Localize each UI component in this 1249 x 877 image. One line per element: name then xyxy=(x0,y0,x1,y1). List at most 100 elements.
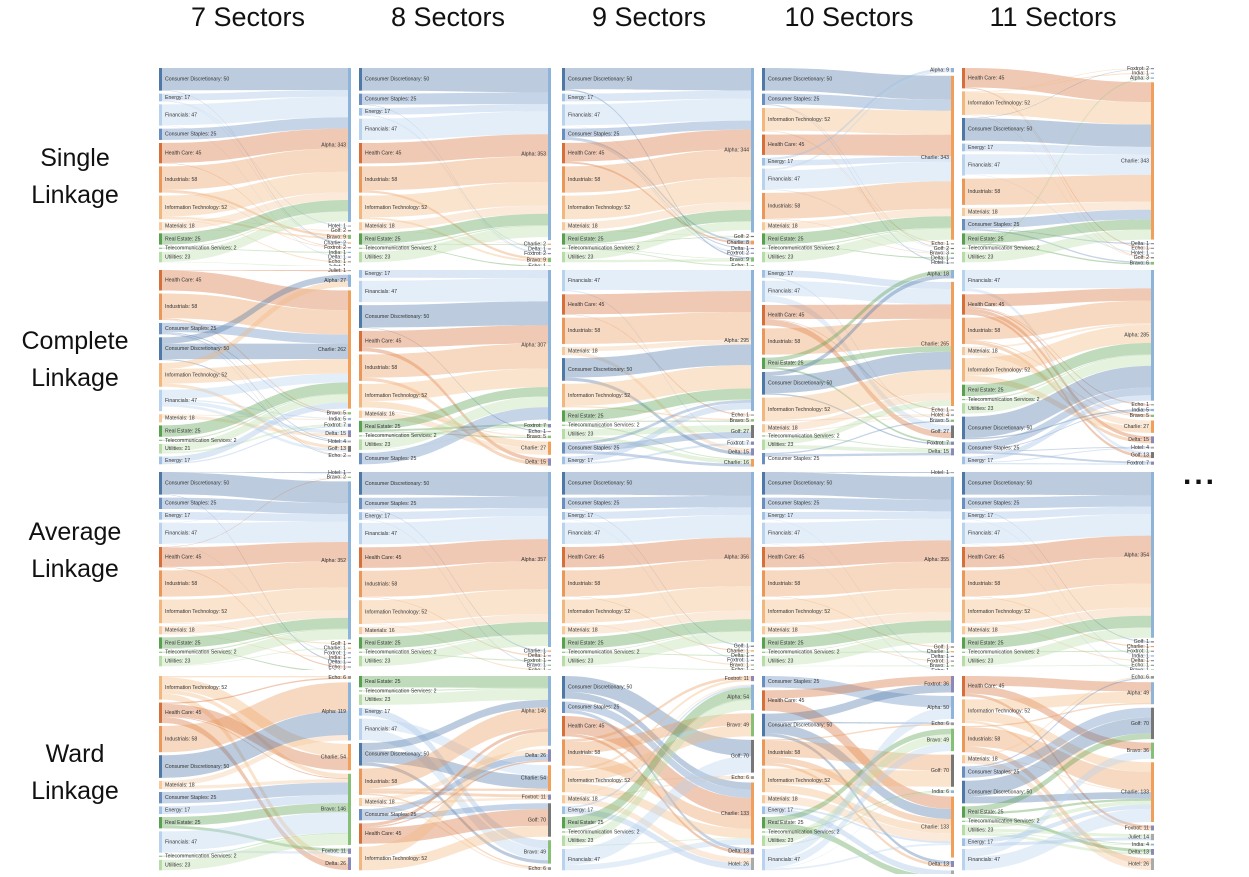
cluster-node xyxy=(348,481,351,640)
sankey-labels: Consumer Discretionary: 50 Energy: 17 Fina… xyxy=(568,77,749,266)
sankey-link xyxy=(965,535,1151,568)
sector-node xyxy=(762,452,765,465)
sankey-link xyxy=(965,365,1151,438)
sector-node xyxy=(962,497,965,509)
sector-node-label: Financials: 47 xyxy=(768,531,800,537)
sector-node xyxy=(562,104,565,126)
sector-node-label: Telecommunication Services: 2 xyxy=(568,829,640,835)
row-title-line-1: Ward xyxy=(45,740,105,768)
sankey-link xyxy=(965,174,1151,205)
sankey-link xyxy=(162,693,348,864)
cluster-node xyxy=(348,857,351,870)
sankey-link xyxy=(362,676,548,688)
cluster-node-label: Alpha: 307 xyxy=(521,343,546,349)
sankey-link xyxy=(362,115,548,255)
cluster-node xyxy=(348,773,351,845)
sector-node-label: Financials: 47 xyxy=(968,278,1000,284)
sector-node-label: Industrials: 58 xyxy=(568,177,600,183)
sector-node xyxy=(762,497,765,509)
sankey-nodes xyxy=(562,676,754,871)
sankey-nodes xyxy=(962,472,1154,670)
sankey-link xyxy=(765,351,951,394)
sankey-link xyxy=(765,216,951,245)
sankey-link xyxy=(765,280,951,305)
sankey-link xyxy=(362,750,548,789)
cluster-node-label: Charlie: 262 xyxy=(318,347,346,353)
sankey-diagram: Consumer Discretionary: 50 Energy: 17 Fina… xyxy=(159,68,351,266)
cluster-node xyxy=(1151,420,1154,433)
sector-node-label: Health Care: 45 xyxy=(968,302,1004,308)
cluster-node xyxy=(548,659,551,662)
sector-node xyxy=(562,701,565,713)
cluster-node-label: Bravo: 49 xyxy=(524,849,546,855)
cluster-node xyxy=(348,652,351,654)
cluster-node-label: Golf: 2 xyxy=(934,246,949,252)
sankey-labels: Energy: 17 Financials: 47 Health Care: 45 I… xyxy=(768,271,949,462)
cluster-node xyxy=(348,412,351,415)
cluster-node xyxy=(951,270,954,279)
sector-node xyxy=(762,304,765,326)
sankey-nodes xyxy=(159,68,351,266)
sankey-link xyxy=(565,519,751,661)
sankey-link xyxy=(965,495,1151,509)
cluster-node-label: Delta: 15 xyxy=(728,449,749,455)
sankey-link xyxy=(565,586,751,623)
sankey-link xyxy=(362,104,548,115)
sankey-link xyxy=(965,243,1151,265)
sankey-link xyxy=(765,707,951,861)
sector-node-label: Industrials: 58 xyxy=(768,339,800,345)
cluster-node xyxy=(951,425,954,439)
cluster-node-label: Delta: 15 xyxy=(325,431,346,437)
sankey-link xyxy=(162,677,348,758)
cluster-node xyxy=(751,270,754,411)
cluster-node xyxy=(751,425,754,438)
sector-node-label: Telecommunication Services: 2 xyxy=(768,650,840,656)
sector-node xyxy=(159,702,162,723)
sankey-diagram: Consumer Discretionary: 50 Consumer Stapl… xyxy=(359,68,551,266)
cluster-node xyxy=(751,739,754,773)
cluster-node-label: India: 4 xyxy=(1132,842,1149,848)
sector-node xyxy=(159,68,162,91)
sector-node xyxy=(159,676,162,700)
sector-node xyxy=(359,809,362,821)
cluster-node-label: Charlie: 16 xyxy=(724,460,749,466)
sector-node-label: Utilities: 23 xyxy=(365,442,390,448)
sector-node-label: Materials: 18 xyxy=(768,426,798,432)
sankey-link xyxy=(162,561,348,597)
sankey-link xyxy=(965,746,1151,865)
sankey-link xyxy=(765,130,951,245)
sankey-link xyxy=(162,566,348,668)
sankey-link xyxy=(765,369,951,421)
cluster-node xyxy=(548,424,551,428)
sector-node-label: Utilities: 23 xyxy=(568,254,593,260)
sankey-link xyxy=(765,519,951,658)
sector-node xyxy=(159,855,162,857)
sector-node xyxy=(762,270,765,278)
sector-node xyxy=(562,195,565,220)
sankey-link xyxy=(765,104,951,264)
cluster-node-label: India: 5 xyxy=(329,416,346,422)
cluster-node-label: Echo: 1 xyxy=(528,264,546,266)
sector-node xyxy=(762,831,765,833)
sankey-link xyxy=(765,632,951,666)
sankey-link xyxy=(565,507,751,520)
sector-node xyxy=(159,599,162,624)
sector-node-label: Utilities: 23 xyxy=(968,406,993,412)
cluster-node xyxy=(1151,472,1154,638)
sector-node-label: Telecommunication Services: 2 xyxy=(165,438,237,444)
cluster-node-label: Bravo: 49 xyxy=(727,722,749,728)
row-title-complete-linkage: Complete Linkage xyxy=(0,323,150,397)
sankey-link xyxy=(362,731,548,860)
sector-node xyxy=(359,247,362,249)
sector-node-label: Information Technology: 52 xyxy=(768,778,830,784)
sector-node xyxy=(562,522,565,544)
cluster-node-label: Charlie: 2 xyxy=(324,240,346,246)
sankey-link xyxy=(162,358,348,384)
cluster-node-label: Delta: 1 xyxy=(528,246,546,252)
sankey-link xyxy=(162,332,348,442)
sankey-labels: Consumer Discretionary: 50 Consumer Stapl… xyxy=(768,68,949,266)
sankey-link xyxy=(565,652,751,657)
sankey-link xyxy=(362,762,548,864)
sankey-link xyxy=(362,278,548,303)
sankey-link xyxy=(765,227,951,249)
